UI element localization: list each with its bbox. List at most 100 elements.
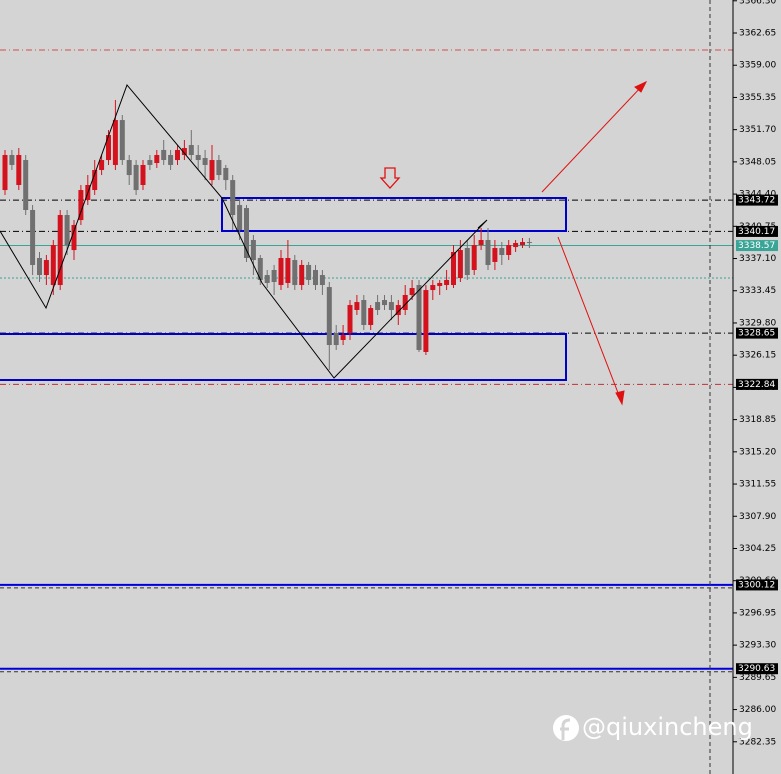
candle-body	[513, 242, 519, 248]
candle-body	[154, 154, 160, 164]
candle-body	[409, 288, 415, 295]
candle-body	[423, 290, 429, 353]
y-tick-label: 3282.35	[739, 737, 776, 747]
candle-body	[16, 154, 22, 186]
level-tag	[736, 225, 778, 237]
y-tick-label: 3333.45	[739, 286, 776, 296]
level-tag	[736, 663, 778, 675]
candle-body	[188, 145, 194, 155]
candle-body	[23, 160, 29, 210]
candle-body	[271, 270, 277, 283]
candle-body	[430, 285, 436, 291]
candle-body	[112, 120, 118, 165]
candle-body	[264, 275, 270, 283]
y-tick-label: 3362.65	[739, 29, 776, 39]
candle-body	[478, 239, 484, 246]
candle-body	[306, 264, 312, 280]
level-tag-label: 3300.12	[738, 580, 775, 590]
y-tick-label: 3344.40	[739, 190, 776, 200]
y-tick-label: 3351.70	[739, 125, 776, 135]
y-tick-label: 3337.10	[739, 254, 776, 264]
candle-body	[526, 242, 532, 244]
candle-body	[457, 250, 463, 279]
candle-body	[388, 302, 394, 310]
candle-body	[175, 149, 180, 161]
candle-body	[216, 160, 222, 176]
candle-body	[64, 215, 70, 246]
candle-body	[485, 239, 491, 265]
candle-body	[195, 154, 201, 161]
candle-body	[9, 154, 15, 165]
candle-body	[299, 264, 305, 286]
arrows	[541, 80, 648, 406]
candle-body	[313, 270, 318, 286]
candle-body	[92, 169, 98, 191]
candle-body	[181, 148, 187, 155]
candle-body	[71, 224, 77, 251]
y-tick-label: 3366.30	[739, 0, 776, 6]
candle-body	[209, 160, 215, 181]
candle-body	[126, 160, 132, 176]
arrow-head	[634, 80, 648, 93]
candle-body	[520, 242, 525, 246]
candle-body	[37, 258, 42, 276]
y-tick-label: 3296.95	[739, 608, 776, 618]
candle-body	[2, 154, 8, 191]
candle-body	[257, 258, 263, 280]
candle-body	[50, 245, 56, 286]
level-tag-label: 3340.17	[738, 227, 775, 237]
y-tick-label: 3329.80	[739, 318, 776, 328]
watermark-text: @qiuxincheng	[582, 713, 753, 741]
watermark-glyph	[560, 718, 571, 740]
level-tag	[736, 240, 778, 252]
candle-body	[223, 167, 229, 181]
candle-body	[250, 239, 256, 261]
y-tick-label: 3359.00	[739, 61, 776, 71]
y-tick-label: 3289.65	[739, 673, 776, 683]
candle-body	[347, 305, 353, 334]
candle-body	[278, 258, 284, 286]
candle-body	[161, 149, 167, 161]
down-marker	[379, 167, 401, 189]
candle-body	[319, 275, 325, 286]
candle-body	[147, 160, 153, 165]
candle-body	[237, 205, 243, 231]
level-tag-label: 3338.57	[738, 241, 775, 251]
level-tag-label: 3322.84	[738, 380, 775, 390]
y-tick-label: 3318.85	[739, 415, 776, 425]
level-tag-label: 3343.72	[738, 196, 775, 206]
candle-body	[499, 248, 505, 255]
level-tag-label: 3328.65	[738, 329, 775, 339]
candle-body	[230, 180, 236, 216]
candles	[2, 100, 532, 371]
candle-body	[333, 333, 339, 346]
level-tag	[736, 327, 778, 339]
candle-body	[244, 208, 249, 258]
candle-body	[506, 245, 512, 255]
y-tick-label: 3293.30	[739, 641, 776, 651]
candle-body	[202, 157, 208, 165]
candle-body	[30, 209, 36, 265]
y-tick-label: 3307.90	[739, 512, 776, 522]
candle-body	[402, 294, 408, 310]
candle-body	[361, 300, 367, 325]
y-tick-label: 3355.35	[739, 93, 776, 103]
candle-body	[57, 215, 63, 286]
level-tags: 3343.72 3340.17 3338.57 3328.65 3322.84 3300.…	[736, 194, 778, 675]
zigzag	[0, 84, 488, 379]
y-tick-label: 3348.05	[739, 157, 776, 167]
zone-box	[0, 333, 567, 381]
candle-body	[382, 300, 387, 306]
arrow-head	[615, 390, 625, 406]
candle-body	[133, 164, 139, 191]
candle-body	[354, 302, 360, 310]
candle-body	[43, 260, 49, 276]
zone-box	[221, 197, 567, 232]
candle-body	[119, 120, 125, 161]
y-tick-label: 3326.15	[739, 351, 776, 361]
watermark: @qiuxincheng	[553, 713, 753, 741]
candle-body	[451, 251, 456, 286]
arrow-up	[541, 85, 643, 193]
